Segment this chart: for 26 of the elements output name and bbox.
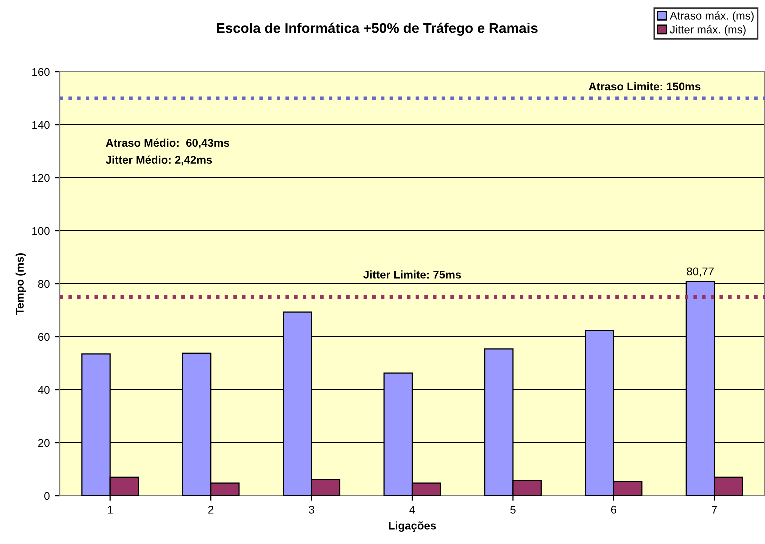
y-tick-label: 20 (38, 439, 50, 448)
ref-line-label: Jitter Limite: 75ms (364, 270, 462, 279)
annotation: Jitter Médio: 2,42ms (106, 156, 212, 166)
x-tick-label: 5 (510, 506, 516, 514)
x-tick-label: 4 (410, 506, 416, 514)
x-tick-label: 2 (208, 506, 214, 514)
y-tick-label: 0 (44, 492, 50, 500)
y-tick-label: 80 (38, 280, 50, 288)
x-tick-label: 1 (108, 506, 113, 514)
y-tick-label: 140 (32, 121, 50, 130)
legend-label: Atraso máx. (ms) (670, 12, 754, 22)
y-tick-label: 40 (38, 386, 50, 394)
y-tick-label: 60 (38, 333, 50, 342)
annotation: Atraso Médio: 60,43ms (106, 138, 230, 149)
y-tick-label: 120 (32, 174, 50, 182)
data-label: 80,77 (687, 268, 714, 277)
x-tick-label: 3 (309, 506, 314, 514)
x-tick-label: 6 (611, 506, 617, 514)
x-axis-title: Ligações (389, 522, 436, 532)
y-tick-label: 160 (32, 68, 50, 76)
x-tick-label: 7 (712, 506, 718, 514)
legend-label: Jitter máx. (ms) (670, 25, 746, 36)
ref-line-label: Atraso Limite: 150ms (589, 82, 701, 91)
y-axis-title: Tempo (ms) (16, 253, 26, 315)
chart-title: Escola de Informática +50% de Tráfego e Ramais (217, 22, 538, 36)
y-tick-label: 100 (32, 227, 50, 236)
